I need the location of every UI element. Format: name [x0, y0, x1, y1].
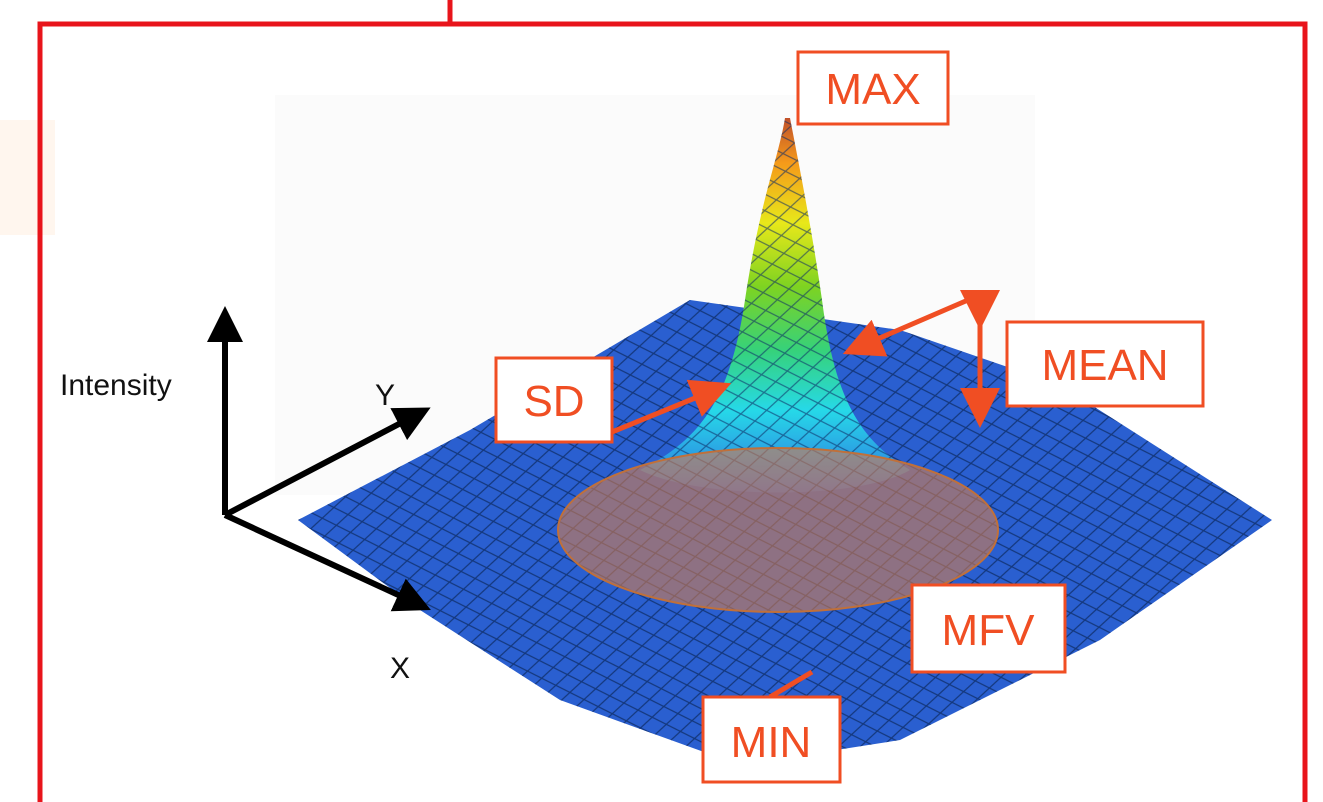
axis-label: Intensity [60, 369, 172, 402]
callout-label: SD [523, 377, 584, 426]
diagram: Intensity Y X MAX MEAN SD MFV MIN [0, 0, 1323, 802]
backdrop [0, 120, 55, 235]
callout-label: MEAN [1041, 341, 1168, 390]
callout-label: MFV [942, 606, 1036, 655]
axis-label: Y [375, 379, 395, 412]
callout-label: MAX [825, 65, 920, 114]
callout-label: MIN [731, 718, 812, 767]
axis-label: X [390, 652, 410, 685]
